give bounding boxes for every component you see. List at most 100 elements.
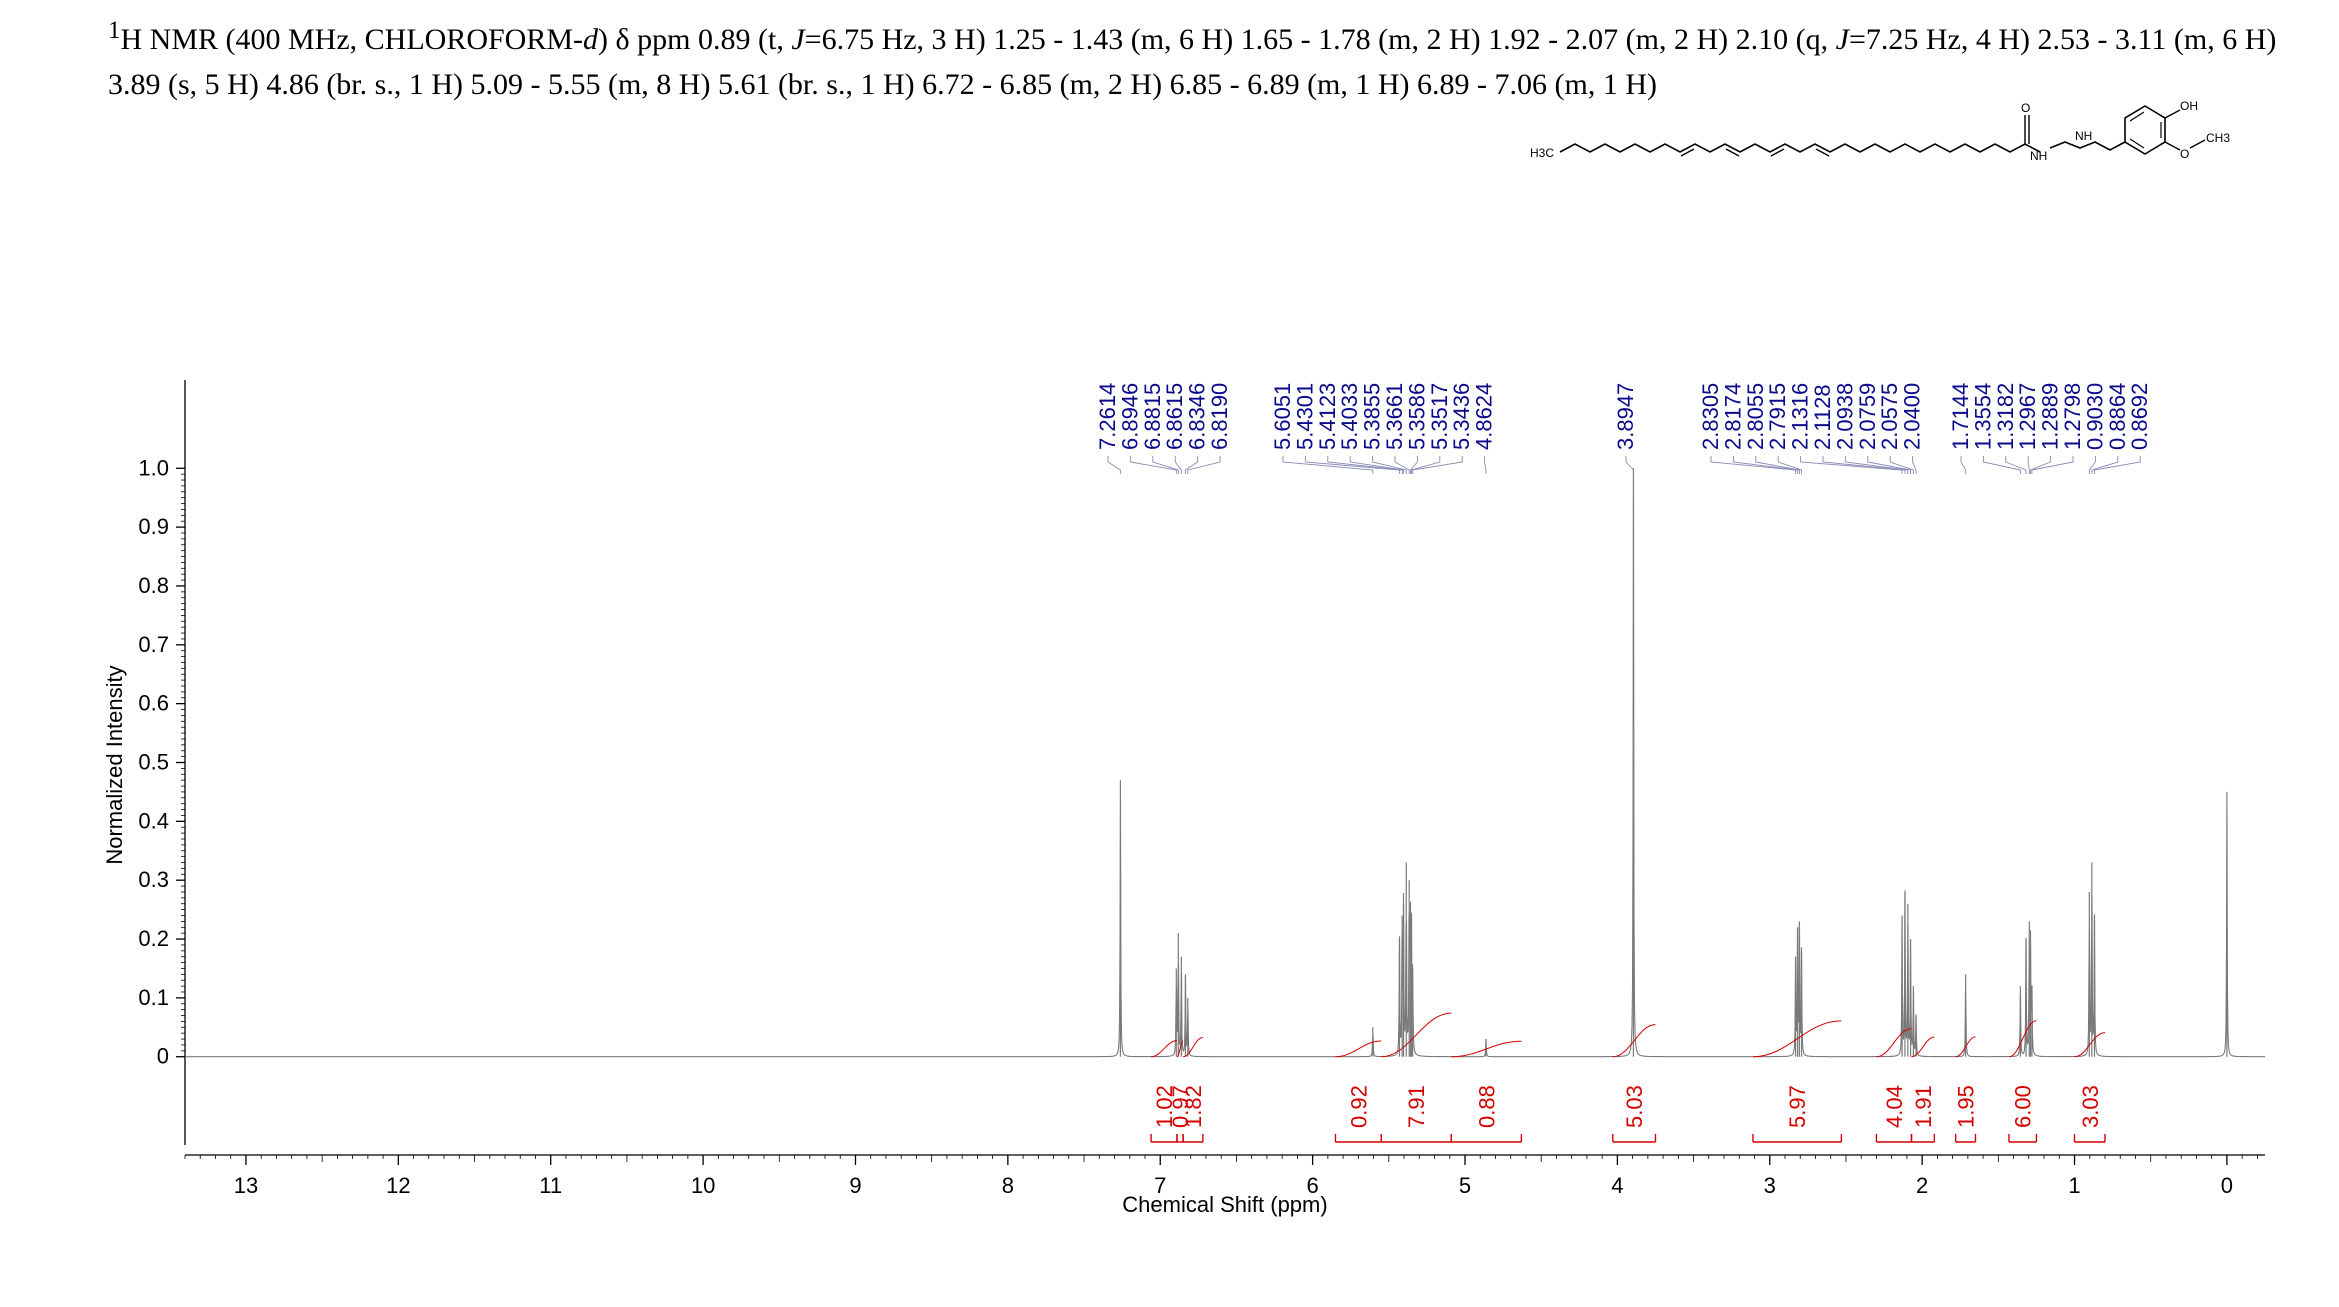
- peak-label-33: 0.9030: [2082, 383, 2107, 450]
- x-tick-label-11: 2: [1916, 1173, 1928, 1198]
- peak-label-16: 3.8947: [1613, 383, 1638, 450]
- x-tick-label-9: 4: [1611, 1173, 1623, 1198]
- x-tick-label-13: 0: [2221, 1173, 2233, 1198]
- peak-label-24: 2.0759: [1855, 383, 1880, 450]
- structure-double-bond-3: [1770, 148, 1785, 157]
- x-axis-title: Chemical Shift (ppm): [1122, 1192, 1327, 1217]
- peak-label-18: 2.8174: [1720, 383, 1745, 450]
- integral-label-3: 0.92: [1346, 1085, 1371, 1128]
- peak-label-35: 0.8692: [2127, 383, 2152, 450]
- structure-oh-bond: [2164, 109, 2181, 119]
- peak-leader-23: [1844, 456, 1909, 474]
- integral-label-8: 4.04: [1882, 1085, 1907, 1128]
- structure-ring-inner-1: [2129, 111, 2145, 122]
- structure-label-nh-2: NH: [2075, 129, 2092, 143]
- structure-label-h3c: H3C: [1530, 146, 1554, 160]
- x-tick-label-4: 9: [849, 1173, 861, 1198]
- peak-label-3: 6.8615: [1162, 383, 1187, 450]
- integral-curve-12: [2074, 1032, 2106, 1058]
- peak-leader-8: [1327, 456, 1403, 474]
- y-tick-label-8: 0.8: [138, 573, 169, 598]
- peak-label-22: 2.1128: [1810, 384, 1835, 450]
- peak-leader-35: [2094, 456, 2141, 474]
- y-axis-title: Normalized Intensity: [102, 665, 127, 864]
- structure-label-o-carbonyl: O: [2021, 101, 2030, 115]
- y-tick-label-4: 0.4: [138, 808, 169, 833]
- integral-label-0: 1.02: [1152, 1085, 1177, 1128]
- peak-leader-27: [1960, 456, 1967, 474]
- structure-label-nh-1: NH: [2030, 149, 2047, 163]
- peak-leader-3: [1174, 456, 1182, 474]
- peak-leader-9: [1349, 456, 1404, 474]
- x-tick-label-2: 11: [539, 1173, 562, 1198]
- x-tick-label-3: 10: [691, 1173, 715, 1198]
- integral-curve-10: [1955, 1036, 1976, 1058]
- peak-label-21: 2.1316: [1788, 383, 1813, 450]
- peak-label-9: 5.4033: [1337, 383, 1362, 450]
- x-tick-label-1: 12: [386, 1173, 410, 1198]
- integral-label-12: 3.03: [2078, 1085, 2103, 1128]
- structure-benzene-ring: [2124, 105, 2166, 155]
- peak-leader-29: [2005, 456, 2027, 474]
- peak-leader-19: [1755, 456, 1800, 474]
- spectrum-line: [185, 495, 2265, 1058]
- peak-label-13: 5.3517: [1427, 383, 1452, 450]
- integral-label-6: 5.03: [1622, 1085, 1647, 1128]
- peak-leader-34: [2091, 456, 2119, 474]
- structure-double-bond-1: [1680, 148, 1695, 157]
- peak-label-11: 5.3661: [1382, 383, 1407, 450]
- x-tick-label-12: 1: [2068, 1173, 2080, 1198]
- structure-ring-inner-3: [2129, 138, 2145, 149]
- peak-leader-13: [1410, 456, 1441, 474]
- x-tick-label-5: 8: [1002, 1173, 1014, 1198]
- integral-label-4: 7.91: [1404, 1085, 1429, 1128]
- peak-label-15: 4.8624: [1472, 383, 1497, 450]
- peak-leader-25: [1889, 456, 1914, 474]
- peak-label-23: 2.0938: [1832, 383, 1857, 450]
- x-tick-label-10: 3: [1764, 1173, 1776, 1198]
- peak-leader-33: [2088, 456, 2096, 474]
- x-tick-label-0: 13: [234, 1173, 258, 1198]
- peak-leader-0: [1107, 456, 1121, 474]
- peak-label-2: 6.8815: [1140, 383, 1165, 450]
- peak-leader-26: [1912, 456, 1917, 474]
- x-tick-label-8: 5: [1459, 1173, 1471, 1198]
- structure-label-oh: OH: [2180, 99, 2198, 113]
- header-text-a: H NMR (400 MHz, CHLOROFORM-: [120, 23, 584, 56]
- spectrum-description: 1H NMR (400 MHz, CHLOROFORM-d) δ ppm 0.8…: [108, 8, 2308, 107]
- peak-leader-12: [1409, 456, 1418, 474]
- integral-curve-7: [1752, 1020, 1842, 1058]
- peak-leader-11: [1394, 456, 1410, 474]
- peak-label-32: 1.2798: [2060, 383, 2085, 450]
- integral-curve-0: [1151, 1040, 1178, 1058]
- x-tick-label-6: 7: [1154, 1173, 1166, 1198]
- y-tick-label-6: 0.6: [138, 691, 169, 716]
- peak-leader-14: [1412, 456, 1463, 474]
- header-italic-j1: J: [791, 23, 805, 56]
- structure-double-bond-4: [1815, 148, 1830, 157]
- peak-label-5: 6.8190: [1207, 383, 1232, 450]
- y-tick-label-2: 0.2: [138, 926, 169, 951]
- peak-leader-17: [1710, 456, 1797, 474]
- structure-label-ch3: CH3: [2206, 131, 2230, 145]
- peak-label-7: 5.4301: [1292, 383, 1317, 450]
- peak-label-34: 0.8864: [2105, 383, 2130, 450]
- peak-leader-28: [1982, 456, 2021, 474]
- peak-label-6: 5.6051: [1270, 383, 1295, 450]
- peak-label-12: 5.3586: [1404, 383, 1429, 450]
- peak-label-29: 1.3182: [1993, 383, 2018, 450]
- peak-leader-5: [1187, 456, 1221, 474]
- y-tick-label-10: 1.0: [138, 455, 169, 480]
- integral-curve-2: [1182, 1036, 1204, 1058]
- peak-leader-4: [1184, 456, 1199, 474]
- integral-label-9: 1.91: [1911, 1085, 1936, 1128]
- spectrum-trace: [185, 468, 2265, 1058]
- peak-label-0: 7.2614: [1095, 383, 1120, 450]
- integral-curve-9: [1911, 1036, 1935, 1058]
- peak-label-1: 6.8946: [1117, 383, 1142, 450]
- peak-leader-24: [1867, 456, 1912, 474]
- peak-leader-10: [1372, 456, 1407, 474]
- integral-curve-5: [1451, 1040, 1522, 1058]
- integral-curve-6: [1612, 1024, 1656, 1058]
